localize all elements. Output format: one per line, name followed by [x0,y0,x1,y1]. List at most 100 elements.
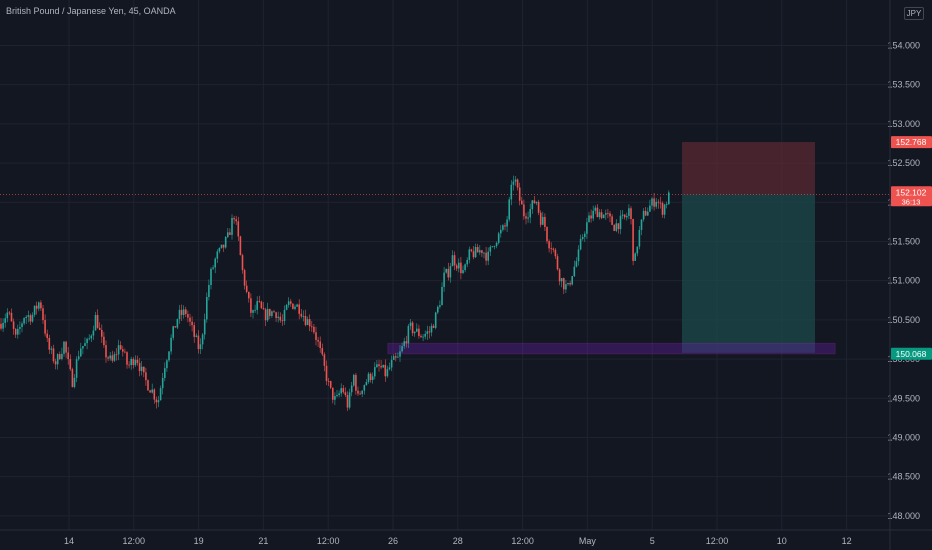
candle-body [458,262,460,269]
candle-body [25,316,27,319]
candle-body [655,201,657,207]
candle-body [327,380,330,382]
x-tick-label: 12 [842,536,852,546]
candle-body [628,208,630,216]
candle-body [634,253,636,261]
candle-body [6,312,9,319]
candle-body [29,315,32,322]
candle-body [659,202,662,204]
candle-body [346,395,349,408]
candle-body [367,373,370,382]
candle-body [241,255,244,271]
y-tick-label: 153.000 [887,119,920,129]
candle-body [203,319,206,335]
candle-body [623,214,626,218]
candle-body [325,365,328,381]
candle-body [665,204,668,205]
candle-body [84,343,86,347]
candle-body [258,301,261,302]
candle-body [590,215,592,219]
candle-body [38,302,40,309]
candle-body [611,216,613,225]
candle-body [657,201,660,203]
candle-body [332,387,334,400]
candle-body [48,338,51,350]
candle-body [466,259,468,265]
candle-body [201,334,204,345]
candle-body [46,333,48,339]
candle-body [296,304,298,307]
candle-body [27,315,30,317]
candle-body [384,364,387,377]
y-tick-label: 151.500 [887,236,920,246]
candle-body [514,179,517,182]
candle-body [206,297,208,320]
candle-body [630,208,632,220]
candle-body [214,258,216,268]
target-zone[interactable] [682,194,815,353]
candle-body [487,251,489,261]
candle-body [155,399,158,403]
candle-body [168,351,170,361]
candle-body [405,341,408,344]
candle-body [371,376,374,381]
candle-body [619,215,622,230]
candle-body [31,314,34,322]
price-label-text: 152.768 [896,137,927,147]
candle-body [548,241,550,249]
candle-body [422,336,424,338]
candle-body [563,278,565,290]
candle-body [586,222,588,234]
candle-body [134,359,137,366]
candle-body [56,354,59,365]
candle-body [571,276,573,285]
candle-body [510,184,513,200]
candle-body [262,308,265,310]
candle-body [237,221,240,237]
candle-body [472,251,475,258]
candle-body [340,388,342,394]
candle-body [124,351,126,353]
candle-body [481,250,483,254]
candle-body [44,320,46,334]
candle-body [451,255,454,267]
candle-body [266,308,269,321]
currency-button[interactable]: JPY [904,7,924,20]
candle-body [231,217,233,235]
candle-body [88,338,90,340]
stop-zone[interactable] [682,142,815,195]
candle-body [275,312,277,318]
candle-body [565,284,567,290]
support-zone[interactable] [387,342,836,355]
candle-body [107,357,109,359]
candle-body [617,223,620,230]
candle-body [504,225,506,227]
candle-body [229,232,231,235]
candle-body [140,366,143,372]
candle-body [159,388,162,401]
candle-body [243,270,246,286]
candle-body [122,349,124,352]
chart-title: British Pound / Japanese Yen, 45, OANDA [6,6,176,16]
candle-body [239,236,242,256]
candle-body [69,359,72,370]
candle-body [382,364,384,368]
candle-body [153,389,156,400]
candle-body [138,362,141,372]
candle-body [292,303,294,309]
y-tick-label: 148.000 [887,511,920,521]
candle-body [149,390,151,393]
candle-body [42,308,44,321]
candle-body [63,341,65,354]
candle-body [317,339,319,342]
candle-body [653,198,655,207]
candle-body [453,255,456,266]
candle-body [411,322,414,334]
candle-body [164,368,166,378]
candle-body [500,229,502,234]
candle-body [336,395,338,397]
candle-body [493,245,496,247]
candle-body [195,335,198,337]
candle-body [508,199,510,220]
